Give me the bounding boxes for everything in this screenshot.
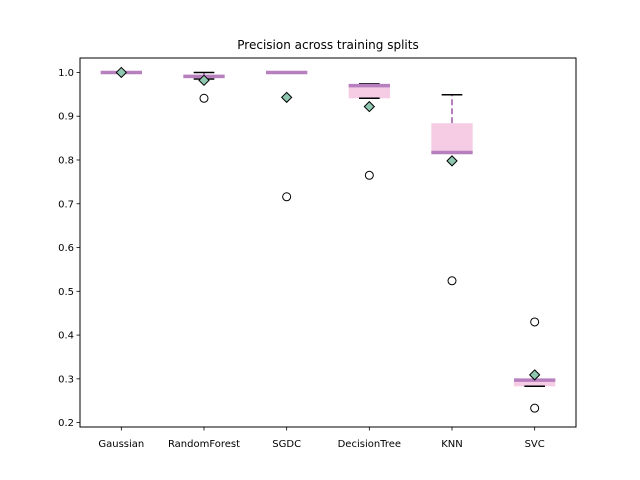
- flier-point: [530, 317, 540, 327]
- box-group-svc: [514, 317, 556, 413]
- x-tick-label: SGDC: [272, 439, 301, 450]
- x-tick-label: SVC: [525, 439, 545, 450]
- chart-title: Precision across training splits: [237, 38, 418, 52]
- flier-point: [282, 192, 292, 202]
- y-tick-label: 0.4: [58, 331, 74, 342]
- mean-marker: [446, 155, 458, 167]
- x-tick-label: DecisionTree: [338, 439, 401, 450]
- y-tick-label: 0.9: [58, 112, 74, 123]
- x-tick-label: KNN: [441, 439, 463, 450]
- mean-marker: [363, 100, 376, 113]
- flier-point: [199, 93, 209, 103]
- mean-marker: [198, 74, 210, 87]
- mean-marker: [528, 369, 541, 381]
- mean-marker: [115, 66, 128, 79]
- flier-point: [530, 403, 540, 413]
- x-tick-label: Gaussian: [98, 439, 144, 450]
- box-iqr: [431, 123, 473, 153]
- box-iqr: [348, 84, 390, 99]
- box-group-randomforest: [183, 71, 225, 103]
- x-axis: Gaussian RandomForest SGDC DecisionTree KNN S…: [98, 427, 545, 450]
- box-iqr: [514, 379, 556, 387]
- y-tick-label: 0.7: [58, 199, 74, 210]
- x-tick-label: RandomForest: [168, 439, 240, 450]
- y-tick-label: 0.5: [58, 287, 74, 298]
- axes-frame: [79, 57, 577, 428]
- plot-area: [100, 66, 556, 413]
- y-tick-label: 1.0: [58, 68, 74, 79]
- y-tick-label: 0.2: [58, 418, 74, 429]
- mean-marker: [280, 91, 293, 104]
- y-axis: 0.2 0.3 0.4 0.5 0.6 0.7 0.8 0.9 1.0: [58, 68, 80, 429]
- y-tick-label: 0.3: [58, 374, 74, 385]
- flier-point: [447, 276, 457, 286]
- box-group-decisiontree: [348, 83, 390, 180]
- box-group-gaussian: [100, 66, 142, 79]
- y-tick-label: 0.8: [58, 155, 74, 166]
- box-group-knn: [431, 94, 473, 286]
- y-tick-label: 0.6: [58, 243, 74, 254]
- box-group-sgdc: [266, 70, 308, 202]
- flier-point: [364, 170, 374, 180]
